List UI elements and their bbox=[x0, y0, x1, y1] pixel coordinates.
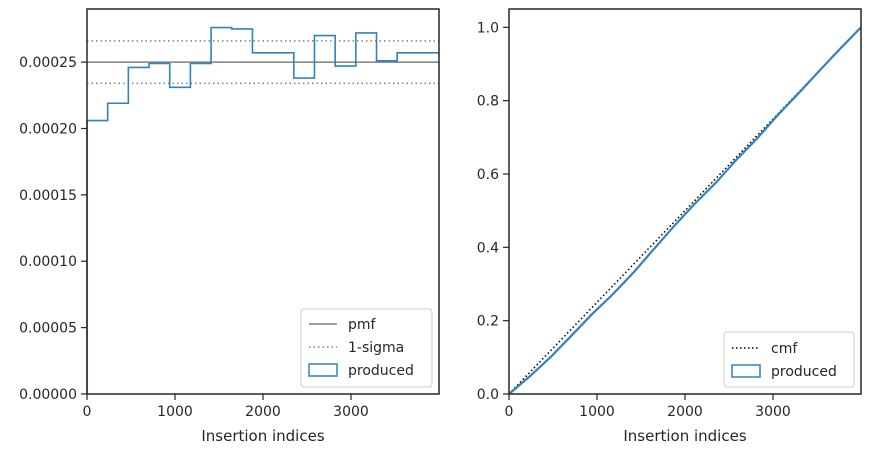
legend-box bbox=[300, 308, 433, 388]
x-axis-label: Insertion indices bbox=[623, 427, 746, 445]
x-tick-label: 2000 bbox=[245, 404, 281, 420]
legend-produced-swatch bbox=[731, 364, 761, 378]
legend-produced-swatch bbox=[308, 363, 338, 377]
x-axis-label: Insertion indices bbox=[201, 427, 324, 445]
y-tick-label: 0.00020 bbox=[19, 121, 77, 137]
y-tick-label: 0.0 bbox=[477, 387, 499, 403]
cmf-panel: 0 1000 2000 3000 0.0 0.2 0.4 0.6 0.8 1.0 Insertion… bbox=[477, 8, 862, 445]
y-tick-label: 0.6 bbox=[477, 167, 499, 183]
y-tick-label: 0.00015 bbox=[19, 188, 77, 204]
y-tick-label: 0.2 bbox=[477, 314, 499, 330]
produced-cdf-line bbox=[508, 26, 862, 395]
pmf-histogram-panel: 0 1000 2000 3000 0.00000 0.00005 0.00010 0.0001… bbox=[19, 8, 440, 445]
x-tick-label: 3000 bbox=[755, 404, 791, 420]
y-tick-label: 0.00010 bbox=[19, 254, 77, 270]
legend-produced-label: produced bbox=[771, 364, 837, 380]
y-tick-label: 0.00025 bbox=[19, 55, 77, 71]
cmf-line bbox=[508, 26, 862, 395]
x-tick-label: 3000 bbox=[333, 404, 369, 420]
legend: cmf produced bbox=[723, 331, 855, 388]
legend-box bbox=[723, 331, 855, 388]
legend: pmf 1-sigma produced bbox=[300, 308, 433, 388]
y-tick-label: 0.00005 bbox=[19, 321, 77, 337]
legend-pmf-label: pmf bbox=[348, 317, 377, 333]
y-tick-label: 0.4 bbox=[477, 240, 499, 256]
plot-frame bbox=[86, 8, 440, 395]
legend-produced-label: produced bbox=[348, 363, 414, 379]
legend-sigma-label: 1-sigma bbox=[348, 340, 404, 356]
x-tick-label: 0 bbox=[505, 404, 514, 420]
legend-cmf-label: cmf bbox=[771, 341, 798, 357]
x-tick-label: 1000 bbox=[157, 404, 193, 420]
produced-histogram-step bbox=[86, 26, 439, 394]
y-tick-label: 0.00000 bbox=[19, 387, 77, 403]
plot-frame bbox=[508, 8, 862, 395]
x-tick-label: 0 bbox=[83, 404, 92, 420]
y-tick-label: 0.8 bbox=[477, 94, 499, 110]
x-tick-label: 2000 bbox=[667, 404, 703, 420]
y-tick-label: 1.0 bbox=[477, 20, 499, 36]
x-tick-label: 1000 bbox=[579, 404, 615, 420]
